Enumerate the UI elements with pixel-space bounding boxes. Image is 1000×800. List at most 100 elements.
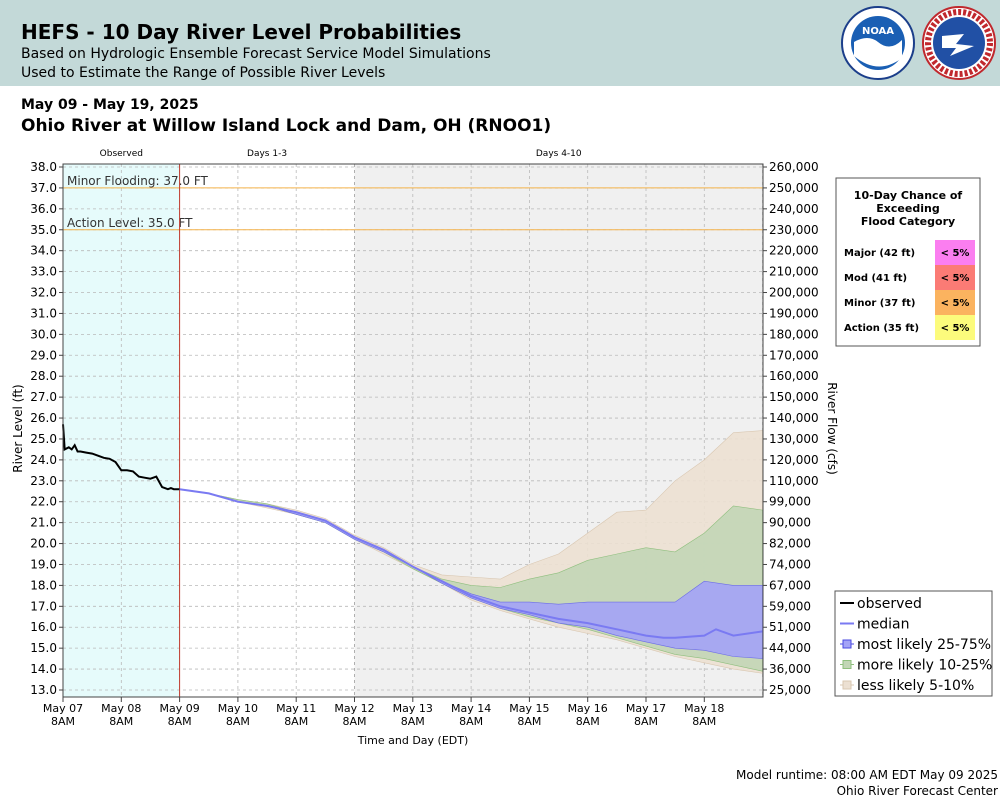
x-tick-label-time: 8AM (576, 715, 600, 728)
legend-label: more likely 10-25% (857, 658, 992, 674)
y2-tick-label: 140,000 (769, 411, 819, 425)
flood-chance-value: < 5% (941, 323, 970, 334)
x-tick-label-day: May 11 (276, 702, 316, 715)
y-tick-label: 37.0 (30, 181, 57, 195)
x-tick-label-time: 8AM (692, 715, 716, 728)
y2-tick-label: 160,000 (769, 369, 819, 383)
y-tick-label: 29.0 (30, 348, 57, 362)
y-tick-label: 34.0 (30, 244, 57, 258)
flood-category-label: Action (35 ft) (844, 323, 919, 334)
model-runtime: Model runtime: 08:00 AM EDT May 09 2025 (736, 768, 998, 782)
y2-tick-label: 180,000 (769, 327, 819, 341)
y-tick-label: 27.0 (30, 390, 57, 404)
y2-tick-label: 230,000 (769, 223, 819, 237)
noaa-logo: NOAA (841, 6, 915, 80)
period-label: Days 1-3 (247, 149, 287, 159)
threshold-label: Minor Flooding: 37.0 FT (67, 174, 209, 188)
threshold-label: Action Level: 35.0 FT (67, 216, 193, 230)
x-tick-label-time: 8AM (109, 715, 133, 728)
x-tick-label-day: May 07 (43, 702, 83, 715)
y-tick-label: 24.0 (30, 453, 57, 467)
flood-chance-cell (935, 265, 975, 290)
flood-table-title: 10-Day Chance of (854, 189, 963, 202)
y-tick-label: 30.0 (30, 327, 57, 341)
x-tick-label-day: May 12 (334, 702, 374, 715)
y2-tick-label: 150,000 (769, 390, 819, 404)
y2-tick-label: 82,000 (769, 537, 811, 551)
y-tick-label: 18.0 (30, 578, 57, 592)
x-tick-label-time: 8AM (517, 715, 541, 728)
flood-chance-value: < 5% (941, 273, 970, 284)
legend-swatch-band_5_10 (842, 680, 852, 690)
y-tick-label: 15.0 (30, 641, 57, 655)
legend-swatch-band_10_25 (842, 660, 852, 669)
x-tick-label-day: May 15 (509, 702, 549, 715)
y2-tick-label: 210,000 (769, 265, 819, 279)
chart-legend: observed median most likely 25-75% more lik… (834, 590, 993, 697)
y-tick-label: 28.0 (30, 369, 57, 383)
y-tick-label: 38.0 (30, 160, 57, 174)
flood-table-title: Exceeding (876, 202, 939, 215)
x-tick-label-day: May 17 (626, 702, 666, 715)
y2-tick-label: 90,000 (769, 516, 811, 530)
x-tick-label-time: 8AM (226, 715, 250, 728)
y2-tick-label: 74,000 (769, 557, 811, 571)
x-tick-label-day: May 10 (218, 702, 258, 715)
y2-tick-label: 170,000 (769, 348, 819, 362)
y2-tick-label: 260,000 (769, 160, 819, 174)
x-tick-label-time: 8AM (459, 715, 483, 728)
y2-tick-label: 67,000 (769, 578, 811, 592)
flood-chance-cell (935, 240, 975, 265)
y2-tick-label: 220,000 (769, 244, 819, 258)
y2-tick-label: 36,000 (769, 662, 811, 676)
x-tick-label-day: May 18 (684, 702, 724, 715)
period-label: Observed (100, 149, 143, 159)
header-subtitle-1: Based on Hydrologic Ensemble Forecast Se… (21, 46, 491, 62)
y-tick-label: 20.0 (30, 537, 57, 551)
y-tick-label: 13.0 (30, 683, 57, 697)
legend-label: most likely 25-75% (857, 637, 991, 653)
y2-tick-label: 99,000 (769, 495, 811, 509)
x-tick-label-day: May 08 (101, 702, 141, 715)
y2-tick-label: 51,000 (769, 620, 811, 634)
header-subtitle-2: Used to Estimate the Range of Possible R… (21, 65, 386, 81)
y-tick-label: 16.0 (30, 620, 57, 634)
flood-chance-value: < 5% (941, 298, 970, 309)
legend-label: median (857, 617, 909, 633)
y2-tick-label: 240,000 (769, 202, 819, 216)
flood-chance-value: < 5% (941, 248, 970, 259)
location-title: Ohio River at Willow Island Lock and Dam… (21, 116, 552, 136)
flood-table-title: Flood Category (861, 215, 955, 228)
x-tick-label-day: May 16 (568, 702, 608, 715)
noaa-logo-text: NOAA (862, 26, 894, 37)
y-tick-label: 35.0 (30, 223, 57, 237)
flood-category-label: Minor (37 ft) (844, 298, 915, 309)
axes (59, 163, 767, 702)
hydrograph-chart: Minor Flooding: 37.0 FT Action Level: 35.… (11, 149, 993, 747)
page-title: HEFS - 10 Day River Level Probabilities (21, 20, 462, 44)
x-tick-label-time: 8AM (284, 715, 308, 728)
y-tick-label: 17.0 (30, 599, 57, 613)
tick-labels: Observed Days 1-3 Days 4-10 38.0 260,000 37.0… (11, 149, 839, 747)
x-tick-label-time: 8AM (401, 715, 425, 728)
y-tick-label: 25.0 (30, 432, 57, 446)
flood-category-label: Mod (41 ft) (844, 273, 907, 284)
x-tick-label-time: 8AM (51, 715, 75, 728)
nws-logo (922, 6, 996, 80)
y2-tick-label: 59,000 (769, 599, 811, 613)
y2-tick-label: 250,000 (769, 181, 819, 195)
y-tick-label: 26.0 (30, 411, 57, 425)
date-range: May 09 - May 19, 2025 (21, 97, 199, 113)
x-tick-label-time: 8AM (168, 715, 192, 728)
y-tick-label: 31.0 (30, 306, 57, 320)
x-tick-label-time: 8AM (634, 715, 658, 728)
flood-category-label: Major (42 ft) (844, 248, 915, 259)
period-label: Days 4-10 (536, 149, 582, 159)
y2-tick-label: 110,000 (769, 474, 819, 488)
x-tick-label-day: May 13 (393, 702, 433, 715)
y2-tick-label: 25,000 (769, 683, 811, 697)
agency-logos: NOAA (841, 6, 996, 80)
y-tick-label: 14.0 (30, 662, 57, 676)
y2-tick-label: 130,000 (769, 432, 819, 446)
